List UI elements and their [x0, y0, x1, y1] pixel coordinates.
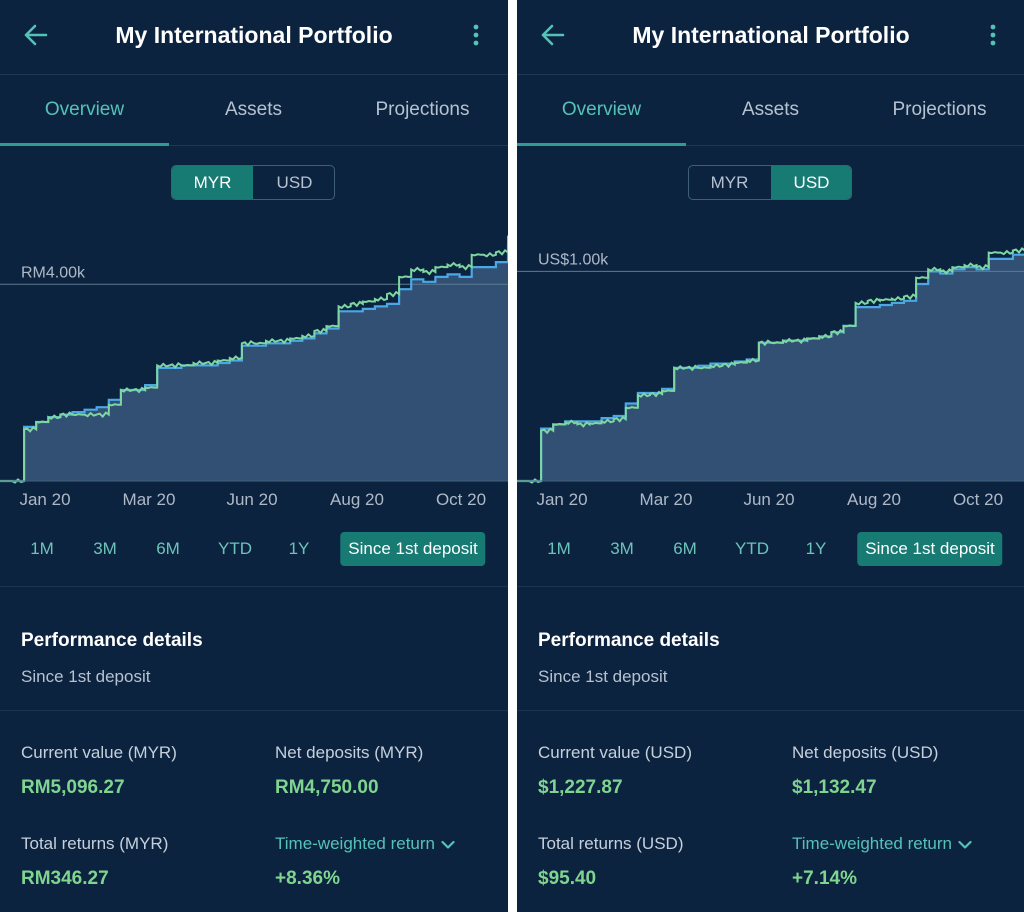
range-ytd-button[interactable]: YTD: [218, 539, 252, 558]
time-range-selector: 1M 3M 6M YTD 1Y Since 1st deposit: [0, 532, 508, 566]
performance-title: Performance details: [21, 630, 203, 651]
app-bar: My International Portfolio: [517, 0, 1024, 75]
divider: [0, 586, 508, 587]
currency-toggle: MYR USD: [171, 165, 335, 200]
currency-toggle: MYR USD: [688, 165, 852, 200]
range-6m-button[interactable]: 6M: [156, 539, 180, 558]
range-1y-button[interactable]: 1Y: [805, 539, 827, 558]
more-vertical-icon[interactable]: [983, 22, 1003, 50]
net-deposits-value: $1,132.47: [792, 777, 877, 798]
range-1m-button[interactable]: 1M: [30, 539, 54, 558]
arrow-left-icon[interactable]: [535, 20, 571, 50]
total-returns-value: $95.40: [538, 868, 597, 889]
current-value-label: Current value (MYR): [21, 743, 177, 762]
currency-myr-button[interactable]: MYR: [172, 166, 253, 199]
range-since-first-deposit-button[interactable]: Since 1st deposit: [340, 532, 486, 566]
range-6m-button[interactable]: 6M: [673, 539, 697, 558]
tab-bar: Overview Assets Projections: [0, 75, 508, 146]
x-tick-label: Jun 20: [226, 490, 278, 509]
twr-value: +7.14%: [792, 868, 857, 889]
net-deposits-label: Net deposits (MYR): [275, 743, 424, 762]
tab-bar: Overview Assets Projections: [517, 75, 1024, 146]
net-deposits-value: RM4,750.00: [275, 777, 379, 798]
chart-area-fill: [0, 244, 508, 481]
divider: [517, 586, 1024, 587]
currency-myr-button[interactable]: MYR: [710, 173, 749, 192]
range-1y-button[interactable]: 1Y: [288, 539, 310, 558]
performance-subtitle: Since 1st deposit: [538, 667, 668, 686]
series-line-deposits: [0, 244, 508, 483]
current-value: $1,227.87: [538, 777, 623, 798]
range-1m-button[interactable]: 1M: [547, 539, 571, 558]
x-tick-label: Jun 20: [743, 490, 795, 509]
page-title: My International Portfolio: [115, 22, 393, 48]
tab-projections[interactable]: Projections: [375, 99, 470, 120]
chevron-down-icon: [441, 840, 455, 849]
currency-usd-button[interactable]: USD: [276, 173, 313, 192]
tab-overview[interactable]: Overview: [517, 75, 686, 146]
more-vertical-icon[interactable]: [466, 22, 486, 50]
reference-line-label: US$1.00k: [538, 251, 609, 268]
portfolio-screen-myr: My International Portfolio Overview Asse…: [0, 0, 508, 912]
divider: [517, 710, 1024, 711]
x-tick-label: Aug 20: [330, 490, 384, 509]
x-tick-label: Mar 20: [122, 490, 176, 509]
portfolio-chart: US$1.00k: [517, 231, 1024, 484]
x-tick-label: Oct 20: [952, 490, 1004, 509]
current-value-label: Current value (USD): [538, 743, 692, 762]
range-since-first-deposit-button[interactable]: Since 1st deposit: [857, 532, 1003, 566]
x-axis-labels: Jan 20 Mar 20 Jun 20 Aug 20 Oct 20: [0, 490, 508, 514]
page-title: My International Portfolio: [632, 22, 910, 48]
tab-projections[interactable]: Projections: [892, 99, 987, 120]
x-axis-labels: Jan 20 Mar 20 Jun 20 Aug 20 Oct 20: [517, 490, 1024, 514]
tab-assets[interactable]: Assets: [224, 99, 283, 120]
total-returns-label: Total returns (USD): [538, 834, 684, 853]
time-weighted-return-dropdown[interactable]: Time-weighted return: [792, 834, 972, 854]
total-returns-label: Total returns (MYR): [21, 834, 169, 853]
range-ytd-button[interactable]: YTD: [735, 539, 769, 558]
x-tick-label: Mar 20: [639, 490, 693, 509]
twr-value: +8.36%: [275, 868, 340, 889]
currency-usd-button[interactable]: USD: [771, 166, 851, 199]
x-tick-label: Jan 20: [536, 490, 588, 509]
portfolio-screen-usd: My International Portfolio Overview Asse…: [517, 0, 1024, 912]
portfolio-chart: RM4.00k: [0, 235, 508, 484]
x-tick-label: Aug 20: [847, 490, 901, 509]
series-line-value: [0, 235, 508, 484]
performance-subtitle: Since 1st deposit: [21, 667, 151, 686]
total-returns-value: RM346.27: [21, 868, 109, 889]
twr-label: Time-weighted return: [792, 834, 952, 853]
arrow-left-icon[interactable]: [18, 20, 54, 50]
twr-label: Time-weighted return: [275, 834, 435, 853]
net-deposits-label: Net deposits (USD): [792, 743, 939, 762]
chevron-down-icon: [958, 840, 972, 849]
x-tick-label: Jan 20: [19, 490, 71, 509]
current-value: RM5,096.27: [21, 777, 125, 798]
reference-line-label: RM4.00k: [21, 264, 86, 281]
tab-overview[interactable]: Overview: [0, 75, 169, 146]
app-bar: My International Portfolio: [0, 0, 508, 75]
chart-area-fill: [517, 254, 1024, 481]
time-weighted-return-dropdown[interactable]: Time-weighted return: [275, 834, 455, 854]
tab-assets[interactable]: Assets: [741, 99, 800, 120]
time-range-selector: 1M 3M 6M YTD 1Y Since 1st deposit: [517, 532, 1024, 566]
range-3m-button[interactable]: 3M: [93, 539, 117, 558]
series-line-value: [517, 231, 1024, 484]
divider: [0, 710, 508, 711]
range-3m-button[interactable]: 3M: [610, 539, 634, 558]
performance-title: Performance details: [538, 630, 720, 651]
x-tick-label: Oct 20: [435, 490, 487, 509]
